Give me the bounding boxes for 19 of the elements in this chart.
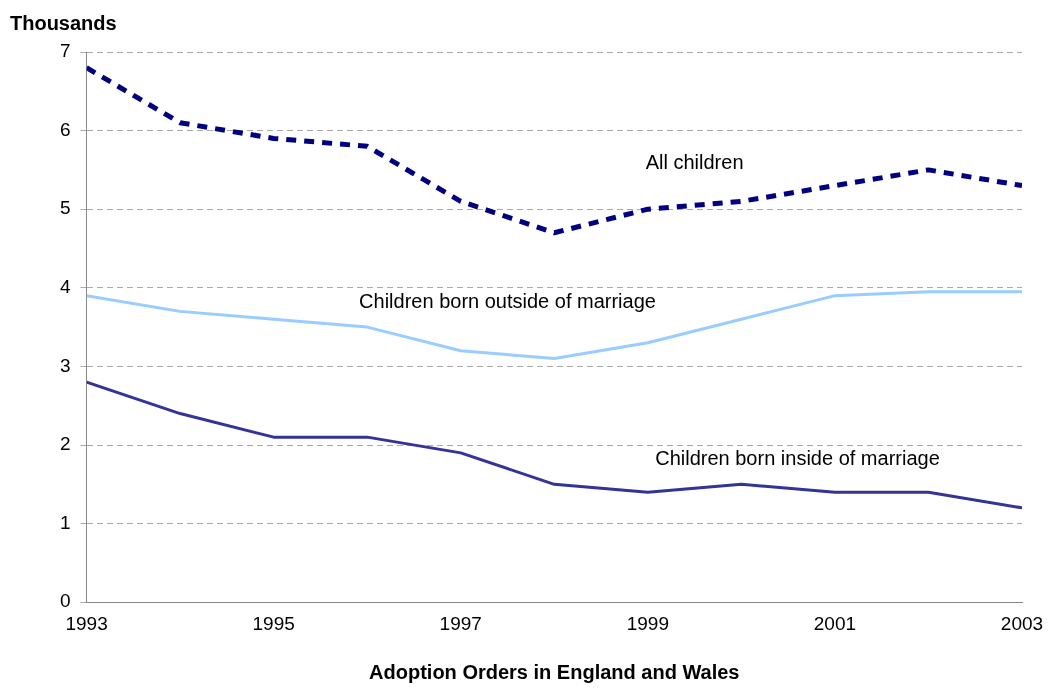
x-tick-label: 2003 bbox=[1000, 612, 1044, 634]
series-label: Children born inside of marriage bbox=[655, 446, 940, 469]
y-tick-label: 7 bbox=[59, 40, 71, 62]
x-axis-title: Adoption Orders in England and Wales bbox=[369, 660, 740, 683]
y-tick-label: 0 bbox=[59, 590, 71, 612]
x-tick-label: 2001 bbox=[813, 612, 857, 634]
y-tick-label: 1 bbox=[59, 511, 71, 533]
x-tick-label: 1999 bbox=[626, 612, 669, 634]
y-tick-label: 4 bbox=[59, 276, 71, 298]
y-axis-title: Thousands bbox=[10, 11, 117, 34]
series-label: Children born outside of marriage bbox=[359, 290, 656, 313]
series-label: All children bbox=[645, 150, 744, 173]
y-tick-label: 5 bbox=[59, 197, 71, 219]
y-tick-label: 6 bbox=[59, 118, 71, 140]
x-tick-label: 1997 bbox=[439, 612, 482, 634]
y-tick-label: 2 bbox=[59, 433, 71, 455]
x-tick-label: 1993 bbox=[65, 612, 108, 634]
y-tick-label: 3 bbox=[59, 354, 71, 376]
x-tick-label: 1995 bbox=[252, 612, 295, 634]
